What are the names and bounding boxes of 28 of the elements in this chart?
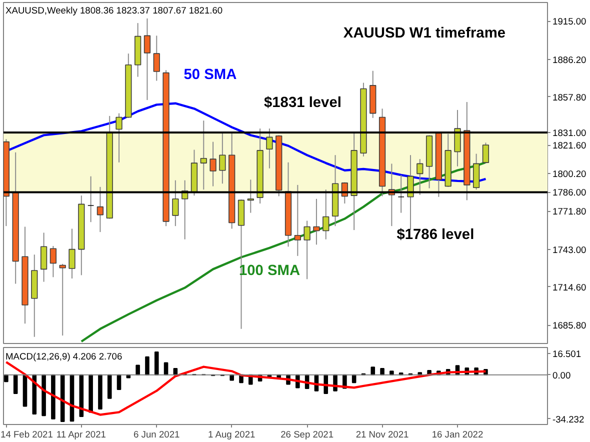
x-tick-label: 26 Sep 2021 (280, 430, 334, 440)
y-tick-label: 1915.00 (552, 16, 586, 27)
y-tick-label: 1831.00 (552, 128, 586, 138)
ref-line-label: $1831 level (264, 94, 342, 111)
series-label: 50 SMA (184, 67, 238, 84)
y-tick-label: 1714.60 (552, 282, 586, 292)
y-tick-label: 16.501 (552, 349, 582, 360)
y-tick-label: 1685.80 (552, 320, 586, 331)
x-tick-label: 1 Aug 2021 (208, 430, 256, 440)
y-tick-label: 1743.00 (552, 244, 586, 255)
x-tick-label: 6 Jun 2021 (134, 430, 180, 440)
x-tick-label: 14 Feb 2021 (0, 430, 53, 440)
text: XAUUSD W1 timeframe (343, 26, 506, 42)
chart-subtitle: XAUUSD,Weekly 1808.36 1823.37 1807.67 1821.60 (6, 6, 223, 16)
ref-line-label: $1786 level (396, 227, 474, 244)
x-tick-label: 11 Apr 2021 (56, 430, 106, 440)
y-tick-label: 1771.80 (552, 206, 586, 217)
chart-title: MACD(12,26,9) 4.206 2.706 (6, 352, 122, 362)
y-tick-label: 1800.20 (552, 168, 586, 179)
y-tick-label: 0.00 (552, 370, 571, 380)
x-tick-label: 16 Jan 2022 (432, 430, 484, 440)
y-tick-label: 1786.00 (552, 188, 586, 198)
x-tick-label: 21 Nov 2021 (356, 430, 409, 440)
y-tick-label: -34.232 (552, 414, 584, 424)
y-tick-label: 1886.20 (552, 54, 586, 65)
series-label: 100 SMA (238, 262, 300, 279)
y-tick-label: 1857.80 (552, 92, 586, 102)
y-tick-label: 1821.60 (552, 140, 586, 151)
